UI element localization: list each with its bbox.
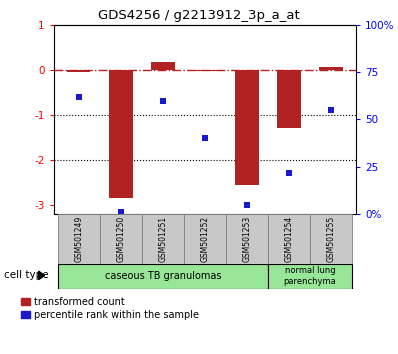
Polygon shape <box>39 271 45 280</box>
FancyBboxPatch shape <box>310 214 352 264</box>
Text: GDS4256 / g2213912_3p_a_at: GDS4256 / g2213912_3p_a_at <box>98 9 300 22</box>
Point <box>286 170 292 175</box>
FancyBboxPatch shape <box>58 264 268 289</box>
Bar <box>67 70 90 72</box>
FancyBboxPatch shape <box>58 214 100 264</box>
Text: GSM501255: GSM501255 <box>326 216 336 262</box>
Text: cell type: cell type <box>4 270 49 280</box>
Text: normal lung
parenchyma: normal lung parenchyma <box>284 267 336 286</box>
Legend: transformed count, percentile rank within the sample: transformed count, percentile rank withi… <box>21 297 199 320</box>
FancyBboxPatch shape <box>268 264 352 289</box>
Text: GSM501251: GSM501251 <box>158 216 168 262</box>
Point <box>118 210 124 215</box>
Point <box>328 107 334 113</box>
Text: caseous TB granulomas: caseous TB granulomas <box>105 271 221 281</box>
Point <box>160 98 166 103</box>
Text: GSM501249: GSM501249 <box>74 216 84 262</box>
Text: GSM501252: GSM501252 <box>201 216 209 262</box>
Bar <box>109 70 133 198</box>
FancyBboxPatch shape <box>226 214 268 264</box>
FancyBboxPatch shape <box>184 214 226 264</box>
FancyBboxPatch shape <box>268 214 310 264</box>
Bar <box>236 70 259 185</box>
Text: GSM501253: GSM501253 <box>242 216 252 262</box>
FancyBboxPatch shape <box>100 214 142 264</box>
Bar <box>193 70 217 71</box>
Bar <box>320 67 343 70</box>
Bar <box>277 70 300 129</box>
Text: GSM501254: GSM501254 <box>285 216 293 262</box>
Bar <box>151 62 174 70</box>
Point <box>76 94 82 99</box>
Point <box>244 202 250 207</box>
Text: GSM501250: GSM501250 <box>117 216 125 262</box>
Point <box>202 136 208 141</box>
FancyBboxPatch shape <box>142 214 184 264</box>
